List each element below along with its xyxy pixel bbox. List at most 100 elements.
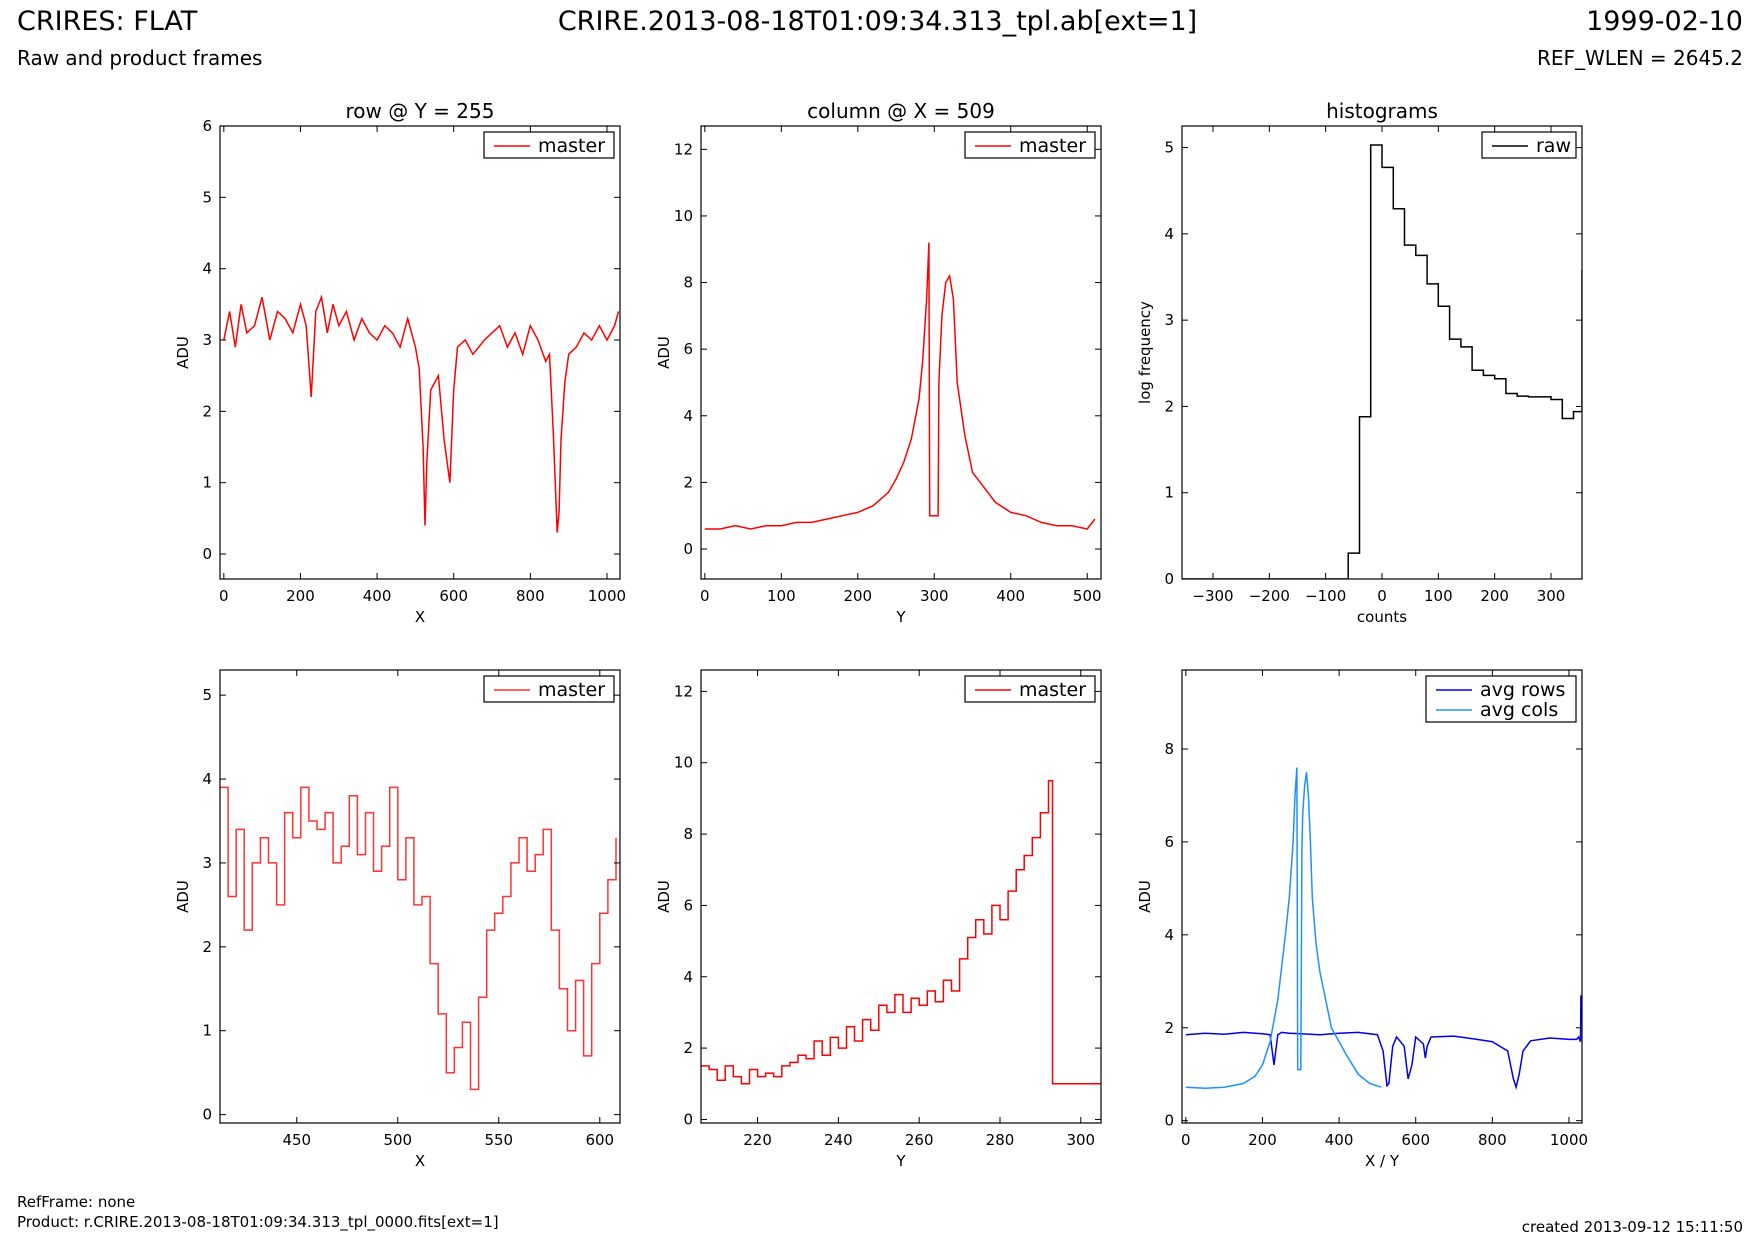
legend-box [1425, 675, 1577, 723]
x-tick-label: 500 [383, 1131, 412, 1149]
chart-hist: −300 −200 −100 0 100 200 300 0 1 2 3 4 5 histograms co… [1136, 99, 1583, 626]
x-tick-label: 200 [843, 587, 872, 605]
series-line-avg-rows [1185, 995, 1582, 1090]
legend-label: master [1019, 679, 1086, 701]
x-tick-label: 400 [996, 587, 1025, 605]
x-tick-label: −300 [1192, 587, 1233, 605]
y-tick-label: 0 [683, 1110, 693, 1128]
y-tick-label: 5 [1164, 139, 1174, 157]
report-date: 1999-02-10 [1586, 6, 1743, 37]
x-axis-label: counts [1357, 608, 1407, 626]
series-line-master [220, 786, 617, 1091]
legend-box [483, 675, 615, 703]
x-tick-label: 200 [286, 587, 315, 605]
x-tick-label: 0 [219, 587, 229, 605]
y-axis-label: ADU [1136, 880, 1154, 913]
plot-frame [1181, 125, 1583, 580]
y-tick-label: 10 [674, 207, 693, 225]
y-tick-label: 10 [674, 754, 693, 772]
series-line-master [223, 294, 620, 533]
x-axis-label: X [415, 1152, 425, 1170]
series-line-master [704, 242, 1096, 530]
y-tick-label: 1 [1164, 484, 1174, 502]
y-tick-label: 0 [1164, 570, 1174, 588]
y-tick-label: 1 [202, 474, 212, 492]
x-axis-label: Y [895, 608, 906, 626]
ref-wlen: REF_WLEN = 2645.2 [1536, 46, 1743, 70]
y-tick-label: 0 [1164, 1112, 1174, 1130]
x-tick-label: 400 [1325, 1131, 1354, 1149]
y-axis-label: ADU [174, 336, 192, 369]
legend-box [1481, 131, 1577, 159]
plot-frame [700, 669, 1102, 1124]
y-tick-label: 4 [202, 260, 212, 278]
y-tick-label: 6 [683, 896, 693, 914]
legend-label: master [1019, 135, 1086, 157]
y-tick-label: 2 [202, 938, 212, 956]
x-tick-label: 240 [824, 1131, 853, 1149]
chart-column: 0 100 200 300 400 500 0 2 4 6 8 10 12 column @ X = 50… [655, 99, 1102, 626]
series-line-master [701, 779, 1101, 1085]
x-tick-label: 100 [767, 587, 796, 605]
plot-frame [700, 125, 1102, 580]
y-tick-label: 12 [674, 682, 693, 700]
x-tick-label: 0 [1377, 587, 1387, 605]
x-tick-label: −200 [1249, 587, 1290, 605]
legend-label: raw [1536, 135, 1571, 157]
y-tick-label: 8 [683, 825, 693, 843]
legend-label: avg rows [1480, 679, 1565, 701]
y-tick-label: 4 [1164, 225, 1174, 243]
created-text: created 2013-09-12 15:11:50 [1521, 1218, 1743, 1236]
y-tick-label: 6 [202, 117, 212, 135]
y-axis-label: ADU [655, 880, 673, 913]
x-tick-label: 200 [1480, 587, 1509, 605]
x-tick-label: 600 [585, 1131, 614, 1149]
legend-box [964, 131, 1096, 159]
y-tick-label: 2 [683, 473, 693, 491]
y-tick-label: 2 [1164, 397, 1174, 415]
x-tick-label: 300 [1066, 1131, 1095, 1149]
legend-label: master [538, 135, 605, 157]
y-tick-label: 12 [674, 140, 693, 158]
chart-column-zoom: 220 240 260 280 300 0 2 4 6 8 10 12 Y ADU master [655, 669, 1102, 1170]
legend-label: avg cols [1480, 699, 1558, 721]
y-axis-label: log frequency [1136, 301, 1154, 404]
x-tick-label: 200 [1248, 1131, 1277, 1149]
y-tick-label: 6 [1164, 833, 1174, 851]
x-tick-label: 260 [905, 1131, 934, 1149]
y-axis-label: ADU [655, 336, 673, 369]
legend-box [483, 131, 615, 159]
x-tick-label: −100 [1305, 587, 1346, 605]
y-tick-label: 2 [1164, 1019, 1174, 1037]
y-tick-label: 2 [202, 402, 212, 420]
chart-title: histograms [1326, 99, 1438, 123]
x-tick-label: 280 [986, 1131, 1015, 1149]
y-tick-label: 2 [683, 1039, 693, 1057]
chart-row-zoom: 450 500 550 600 0 1 2 3 4 5 X ADU master [174, 669, 621, 1170]
y-tick-label: 3 [202, 331, 212, 349]
product-text: Product: r.CRIRE.2013-08-18T01:09:34.313… [17, 1213, 499, 1231]
x-tick-label: 0 [1181, 1131, 1191, 1149]
x-axis-label: X [415, 608, 425, 626]
y-axis-label: ADU [174, 880, 192, 913]
y-tick-label: 0 [202, 1106, 212, 1124]
x-tick-label: 450 [282, 1131, 311, 1149]
series-line-raw [1182, 144, 1582, 579]
y-tick-label: 6 [683, 340, 693, 358]
y-tick-label: 3 [202, 854, 212, 872]
y-tick-label: 1 [202, 1022, 212, 1040]
y-tick-label: 5 [202, 188, 212, 206]
x-tick-label: 300 [920, 587, 949, 605]
y-tick-label: 5 [202, 686, 212, 704]
legend-label: master [538, 679, 605, 701]
x-tick-label: 1000 [1550, 1131, 1588, 1149]
chart-averages: 0 200 400 600 800 1000 0 2 4 6 8 X / Y ADU avg rowsav… [1136, 669, 1588, 1170]
x-tick-label: 220 [743, 1131, 772, 1149]
x-tick-label: 400 [363, 587, 392, 605]
y-tick-label: 0 [683, 540, 693, 558]
chart-row: 0 200 400 600 800 1000 0 1 2 3 4 5 6 row @ Y = 255 X AD… [174, 99, 626, 626]
x-tick-label: 0 [700, 587, 710, 605]
y-tick-label: 4 [683, 968, 693, 986]
x-tick-label: 600 [439, 587, 468, 605]
